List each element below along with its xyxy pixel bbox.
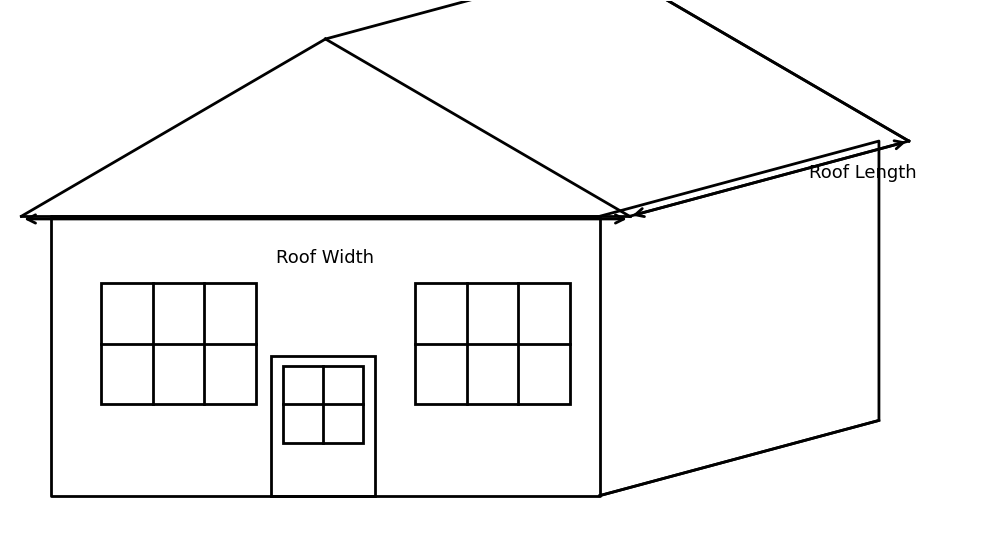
Bar	[415, 284, 570, 404]
Bar	[101, 284, 256, 404]
Bar	[271, 356, 375, 496]
Bar	[283, 366, 363, 443]
Text: Roof Width: Roof Width	[276, 248, 374, 267]
Text: Roof Length: Roof Length	[809, 164, 917, 183]
